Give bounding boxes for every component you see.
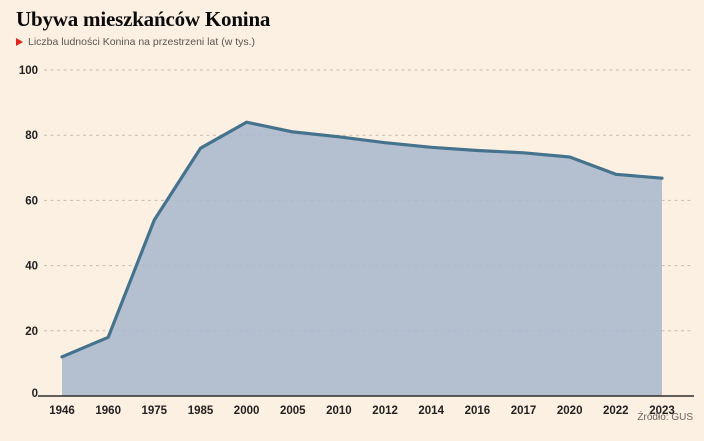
x-tick-label-2005: 2005 — [280, 405, 306, 417]
subtitle-row: Liczba ludności Konina na przestrzeni la… — [16, 36, 270, 48]
x-tick-label-2016: 2016 — [465, 405, 491, 417]
population-line — [60, 120, 664, 359]
x-tick-label-2014: 2014 — [418, 405, 444, 417]
x-tick-label-1960: 1960 — [95, 405, 121, 417]
source-note: Źródło: GUS — [637, 412, 693, 423]
chart-header: Ubywa mieszkańców Konina Liczba ludności… — [16, 7, 271, 48]
x-tick-label-1975: 1975 — [142, 405, 168, 417]
chart-subtitle: Liczba ludności Konina na przestrzeni la… — [28, 36, 256, 49]
x-tick-label-1946: 1946 — [49, 405, 75, 417]
page-title: Ubywa mieszkańców Konina — [16, 7, 271, 31]
x-tick-label-2020: 2020 — [557, 405, 583, 417]
y-tick-label-60: 60 — [25, 195, 38, 207]
y-tick-label-20: 20 — [25, 326, 38, 338]
x-tick-label-2017: 2017 — [511, 405, 537, 417]
x-tick-label-2022: 2022 — [603, 405, 629, 417]
y-tick-label-40: 40 — [25, 261, 38, 273]
x-tick-label-1985: 1985 — [188, 405, 214, 417]
y-tick-label-0: 0 — [32, 388, 38, 400]
y-tick-label-80: 80 — [25, 130, 38, 142]
x-tick-label-2000: 2000 — [234, 405, 260, 417]
area-fill — [62, 122, 662, 396]
x-tick-label-2010: 2010 — [326, 405, 352, 417]
x-tick-label-2012: 2012 — [372, 405, 398, 417]
x-tick-label-2023: 2023 — [649, 405, 675, 417]
y-tick-label-100: 100 — [19, 65, 38, 77]
bullet-triangle-icon — [16, 38, 23, 47]
